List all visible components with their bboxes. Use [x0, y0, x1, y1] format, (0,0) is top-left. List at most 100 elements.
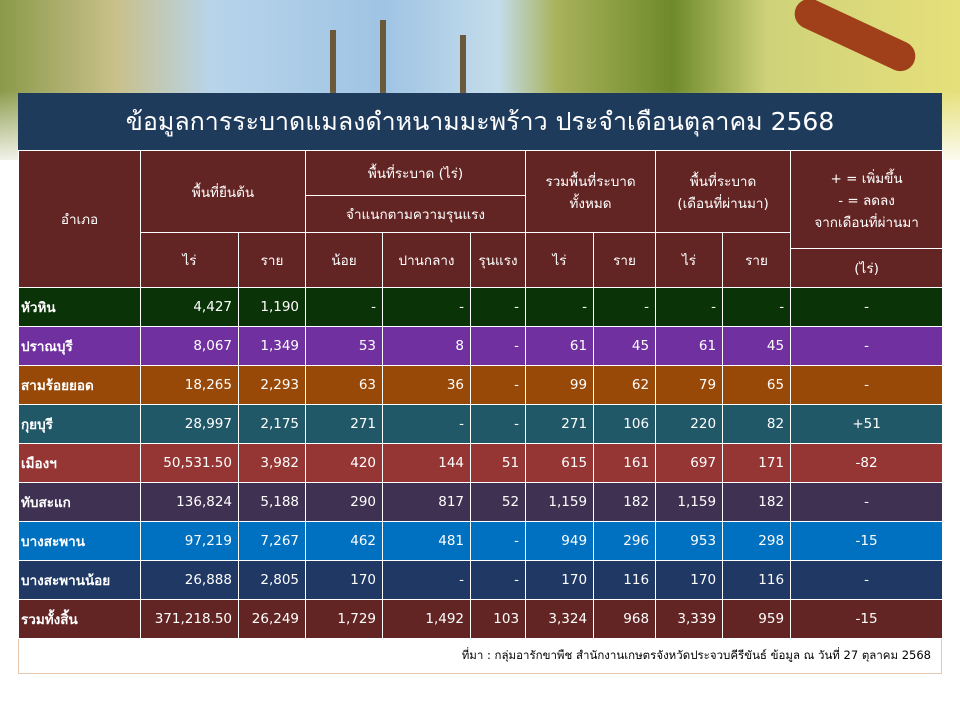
- value-cell: +51: [790, 404, 944, 444]
- value-cell: 462: [305, 521, 384, 561]
- value-cell: -: [470, 560, 527, 600]
- header-subcell: ไร่: [525, 232, 595, 288]
- value-cell: -15: [790, 599, 944, 639]
- header-subcell: น้อย: [305, 232, 384, 288]
- value-cell: -: [593, 287, 657, 327]
- value-cell: 116: [722, 560, 792, 600]
- beetle: [789, 0, 921, 77]
- value-cell: 36: [382, 365, 472, 405]
- value-cell: 1,190: [237, 287, 307, 327]
- value-cell: -: [790, 326, 944, 366]
- value-cell: 51: [470, 443, 527, 483]
- slide-table: ข้อมูลการระบาดแมลงดำหนามมะพร้าว ประจำเดื…: [18, 93, 944, 674]
- district-cell: เมืองฯ: [18, 443, 141, 483]
- value-cell: 82: [722, 404, 792, 444]
- value-cell: -: [470, 404, 527, 444]
- value-cell: -: [790, 560, 944, 600]
- value-cell: 170: [305, 560, 384, 600]
- value-cell: 65: [722, 365, 792, 405]
- value-cell: -: [525, 287, 595, 327]
- data-table: อำเภอ พื้นที่ยืนต้น พื้นที่ระบาด (ไร่) รวมพ…: [18, 150, 944, 639]
- value-cell: 481: [382, 521, 472, 561]
- value-cell: -: [470, 365, 527, 405]
- district-cell: หัวหิน: [18, 287, 141, 327]
- value-cell: 1,492: [382, 599, 472, 639]
- value-cell: 50,531.50: [140, 443, 239, 483]
- value-cell: -: [790, 287, 944, 327]
- header-cell-line: - = ลดลง: [838, 192, 895, 209]
- value-cell: 2,175: [237, 404, 307, 444]
- header-row: อำเภอ พื้นที่ยืนต้น พื้นที่ระบาด (ไร่) รวมพ…: [18, 150, 944, 288]
- value-cell: 3,982: [237, 443, 307, 483]
- header-cell: พื้นที่ระบาด (เดือนที่ผ่านมา): [655, 150, 792, 233]
- source-note: ที่มา : กลุ่มอารักขาพืช สำนักงานเกษตรจัง…: [18, 639, 942, 674]
- header-subcell: ราย: [237, 232, 307, 288]
- header-row: จำแนกตามความรุนแรง: [19, 195, 943, 233]
- data-row: กุยบุรี 28,997 2,175 271- -271 106 220 82 +51: [18, 404, 944, 444]
- value-cell: 1,159: [655, 482, 724, 522]
- value-cell: 79: [655, 365, 724, 405]
- value-cell: 106: [593, 404, 657, 444]
- value-cell: 1,729: [305, 599, 384, 639]
- value-cell: 953: [655, 521, 724, 561]
- palm: [380, 20, 386, 100]
- data-row: หัวหิน 4,427 1,190- - - - - - - -: [18, 287, 944, 327]
- value-cell: 298: [722, 521, 792, 561]
- value-cell: 8: [382, 326, 472, 366]
- header-cell: + = เพิ่มขึ้น - = ลดลงจากเดือนที่ผ่านมา: [790, 150, 944, 249]
- value-cell: 949: [525, 521, 595, 561]
- value-cell: 26,888: [140, 560, 239, 600]
- value-cell: -82: [790, 443, 944, 483]
- title: ข้อมูลการระบาดแมลงดำหนามมะพร้าว ประจำเดื…: [18, 93, 942, 150]
- value-cell: -: [382, 560, 472, 600]
- value-cell: -: [790, 365, 944, 405]
- district-cell: บางสะพาน: [18, 521, 141, 561]
- value-cell: 697: [655, 443, 724, 483]
- header-row: ไร่ ราย น้อย ปานกลาง รุนแรง ไร่ ราย ไร่ ราย: [19, 232, 943, 288]
- data-row: บางสะพานน้อย 26,888 2,805 170- -170 116 170 116…: [18, 560, 944, 600]
- value-cell: -: [305, 287, 384, 327]
- value-cell: -: [790, 482, 944, 522]
- value-cell: 97,219: [140, 521, 239, 561]
- value-cell: 615: [525, 443, 595, 483]
- value-cell: 61: [655, 326, 724, 366]
- header-cell-line: จากเดือนที่ผ่านมา: [814, 214, 919, 231]
- value-cell: 968: [593, 599, 657, 639]
- header-subcell: ไร่: [655, 232, 724, 288]
- header-cell: พื้นที่ยืนต้น: [139, 150, 307, 233]
- value-cell: 4,427: [140, 287, 239, 327]
- header-subcell: ปานกลาง: [382, 232, 472, 288]
- value-cell: 5,188: [237, 482, 307, 522]
- value-cell: 3,324: [525, 599, 595, 639]
- value-cell: -: [470, 326, 527, 366]
- header-cell-line: + = เพิ่มขึ้น: [830, 170, 903, 187]
- header-subcell: รุนแรง: [470, 232, 527, 288]
- value-cell: 8,067: [140, 326, 239, 366]
- header-cell-line: รวมพื้นที่ระบาด: [545, 173, 636, 190]
- header-cell: จำแนกตามความรุนแรง: [305, 195, 527, 233]
- value-cell: -15: [790, 521, 944, 561]
- data-row: ปราณบุรี 8,067 1,349 53 8-61 45 61 45-: [18, 326, 944, 366]
- value-cell: 171: [722, 443, 792, 483]
- data-row: บางสะพาน 97,219 7,267 462 481-949 296 953 298 -1…: [18, 521, 944, 561]
- value-cell: -: [655, 287, 724, 327]
- district-cell: สามร้อยยอด: [18, 365, 141, 405]
- header-subcell: ราย: [722, 232, 792, 288]
- value-cell: 161: [593, 443, 657, 483]
- value-cell: 817: [382, 482, 472, 522]
- value-cell: -: [470, 521, 527, 561]
- palm: [330, 30, 336, 100]
- data-row: รวมทั้งสิ้น 371,218.50 26,249 1,729 1,492 103…: [18, 599, 944, 639]
- value-cell: 53: [305, 326, 384, 366]
- district-cell: บางสะพานน้อย: [18, 560, 141, 600]
- data-row: ทับสะแก 136,824 5,188 290 817 52 1,159 182 1,159…: [18, 482, 944, 522]
- value-cell: 144: [382, 443, 472, 483]
- value-cell: 271: [305, 404, 384, 444]
- value-cell: 170: [525, 560, 595, 600]
- header-cell-line: (เดือนที่ผ่านมา): [677, 195, 769, 212]
- value-cell: -: [470, 287, 527, 327]
- value-cell: 99: [525, 365, 595, 405]
- value-cell: 2,805: [237, 560, 307, 600]
- data-row: เมืองฯ 50,531.50 3,982 420 144 51 615 161 697 171…: [18, 443, 944, 483]
